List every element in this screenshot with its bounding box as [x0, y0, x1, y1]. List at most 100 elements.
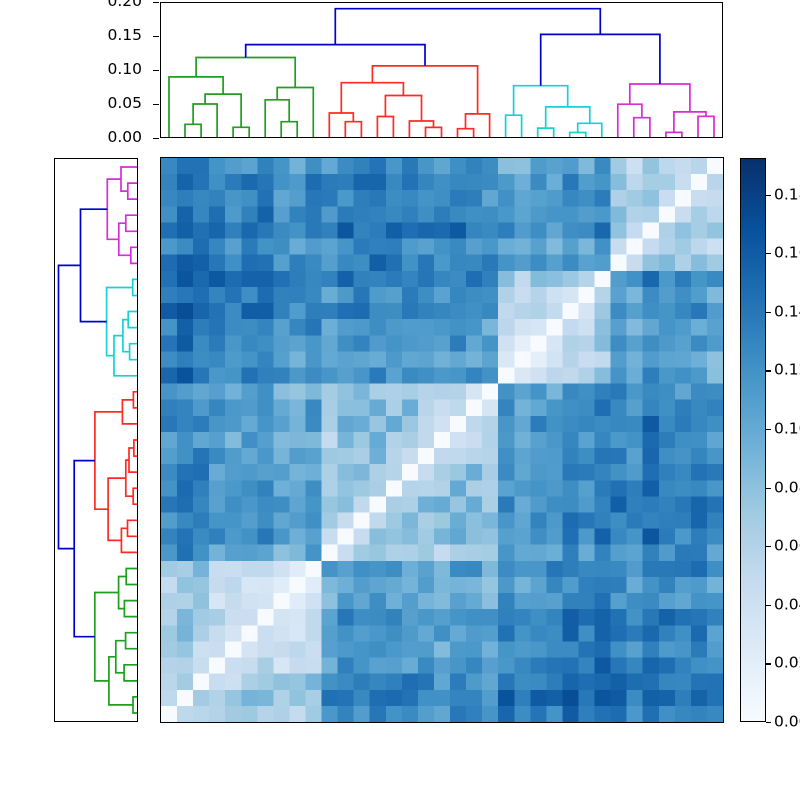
dendrogram-link	[464, 113, 491, 137]
top-dendrogram-ytick-label: 0.20	[107, 0, 142, 10]
colorbar-tick-label: 0.02	[774, 653, 800, 672]
colorbar-tickmark	[766, 546, 771, 548]
dendrogram-link	[124, 214, 137, 233]
dendrogram-link	[276, 86, 315, 137]
dendrogram-link	[371, 65, 479, 114]
colorbar-tickmark	[766, 370, 771, 372]
top-dendrogram-yaxis: 0.20 0.15 0.10 0.05 0.00	[0, 0, 159, 146]
dendrogram-link	[125, 567, 137, 586]
dendrogram-link	[107, 477, 126, 542]
dendrogram-link	[126, 519, 137, 538]
top-dendrogram-tickmark	[153, 36, 159, 38]
colorbar-tick-label: 0.10	[774, 419, 800, 438]
dendrogram-link	[124, 631, 137, 650]
dendrogram-link	[131, 278, 137, 297]
top-dendrogram-tickmark	[153, 70, 159, 72]
dendrogram-link	[424, 126, 443, 137]
dendrogram-link	[57, 264, 81, 550]
dendrogram-link	[344, 120, 363, 137]
heatmap-cells	[161, 158, 723, 722]
dendrogram-link	[133, 439, 137, 457]
dendrogram-link	[93, 591, 119, 682]
column-dendrogram	[160, 2, 723, 138]
dendrogram-link	[512, 84, 569, 116]
row-dendrogram-plot	[57, 166, 137, 714]
dendrogram-link	[79, 208, 108, 323]
dendrogram-link	[456, 127, 475, 137]
dendrogram-link	[504, 114, 523, 137]
colorbar-tickmark	[766, 604, 771, 606]
dendrogram-link	[628, 83, 691, 112]
dendrogram-link	[328, 112, 355, 137]
dendrogram-link	[408, 120, 435, 137]
colorbar-tick-label: 0.16	[774, 243, 800, 262]
colorbar-tick-label: 0.12	[774, 360, 800, 379]
colorbar-tickmark	[766, 722, 771, 724]
dendrogram-link	[113, 334, 137, 377]
dendrogram-link	[204, 93, 242, 128]
colorbar-tickmark	[766, 311, 771, 313]
colorbar-tick-label: 0.00	[774, 712, 800, 731]
top-dendrogram-ytick-label: 0.00	[107, 128, 142, 146]
dendrogram-link	[697, 115, 715, 137]
colorbar-tickmark	[766, 429, 771, 431]
dendrogram-link	[665, 131, 683, 137]
dendrogram-link	[120, 166, 137, 192]
colorbar-tick-label: 0.14	[774, 302, 800, 321]
dendrogram-link	[244, 43, 426, 66]
dendrogram-link	[127, 310, 137, 329]
dendrogram-link	[120, 527, 137, 554]
top-dendrogram-ytick-label: 0.10	[107, 60, 142, 78]
colorbar-ticklabels: 0.00 0.02 0.04 0.06 0.08 0.10 0.12 0.14 0.16 0.18	[766, 150, 800, 735]
top-dendrogram-tickmark	[153, 104, 159, 106]
dendrogram-link	[539, 33, 661, 86]
colorbar-tickmark	[766, 253, 771, 255]
dendrogram-link	[121, 399, 137, 425]
colorbar-tickmark	[766, 487, 771, 489]
row-dendrogram	[54, 158, 138, 722]
dendrogram-link	[576, 122, 603, 137]
colorbar-tick-label: 0.18	[774, 184, 800, 203]
dendrogram-link	[126, 182, 137, 200]
dendrogram-link	[132, 696, 137, 714]
column-dendrogram-plot	[168, 7, 715, 137]
dendrogram-link	[123, 663, 137, 682]
colorbar	[740, 158, 766, 722]
top-dendrogram-tickmark	[153, 138, 159, 140]
dendrogram-link	[264, 98, 291, 137]
dendrogram-link	[128, 342, 137, 361]
distance-matrix-heatmap	[160, 157, 724, 723]
dendrogram-link	[334, 7, 602, 45]
colorbar-tick-label: 0.04	[774, 595, 800, 614]
top-dendrogram-tickmark	[153, 2, 159, 4]
dendrogram-link	[280, 120, 299, 137]
colorbar-tick-label: 0.06	[774, 536, 800, 555]
colorbar-tickmark	[766, 194, 771, 196]
dendrogram-link	[632, 116, 651, 137]
colorbar-tick-label: 0.08	[774, 477, 800, 496]
dendrogram-link	[192, 103, 218, 137]
dendrogram-link	[616, 103, 643, 137]
dendrogram-link	[114, 639, 126, 674]
dendrogram-link	[129, 246, 137, 265]
dendrogram-link	[184, 123, 202, 137]
dendrogram-link	[568, 131, 587, 137]
dendrogram-link	[123, 599, 137, 618]
dendrogram-link	[132, 487, 137, 506]
colorbar-tickmark	[766, 663, 771, 665]
dendrogram-link	[132, 390, 137, 409]
dendrogram-link	[536, 127, 555, 137]
dendrogram-link	[673, 111, 707, 133]
dendrogram-link	[544, 106, 591, 129]
dendrogram-link	[195, 56, 297, 88]
dendrogram-link	[73, 459, 95, 638]
dendrogram-link	[128, 447, 137, 473]
dendrogram-link	[117, 222, 131, 257]
top-dendrogram-ytick-label: 0.15	[107, 26, 142, 44]
dendrogram-link	[106, 178, 121, 241]
dendrogram-link	[168, 76, 224, 137]
dendrogram-link	[376, 115, 395, 137]
dendrogram-link	[340, 81, 405, 113]
colorbar-gradient	[741, 159, 765, 721]
